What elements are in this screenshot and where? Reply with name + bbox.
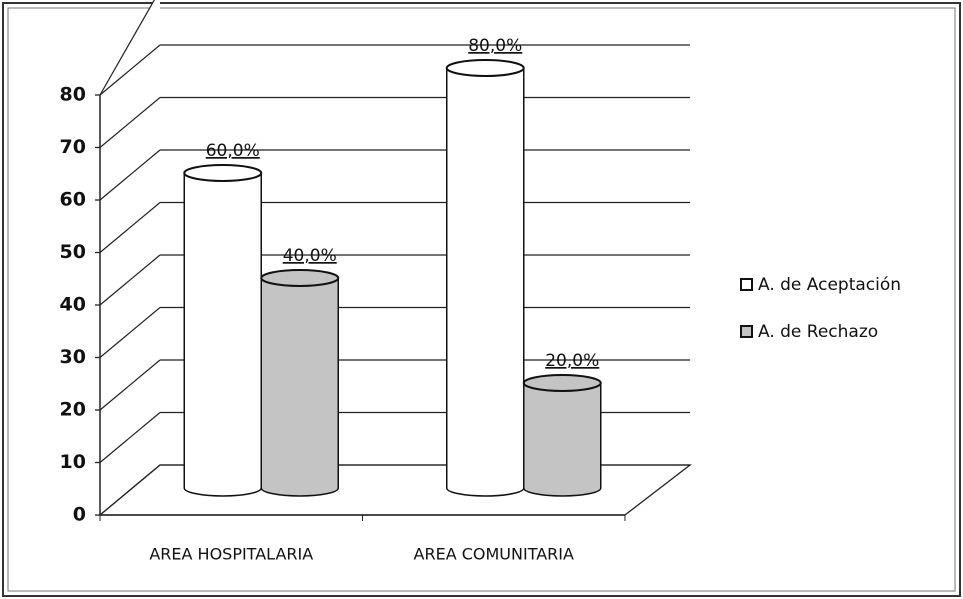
- frame-inner: [7, 7, 956, 592]
- y-tick-label: 80: [60, 84, 86, 106]
- x-tick-label: AREA COMUNITARIA: [414, 545, 574, 564]
- legend-swatch: [740, 278, 753, 291]
- grid-line-side: [99, 359, 161, 411]
- legend-swatch: [740, 325, 753, 338]
- cylinder: [523, 382, 602, 497]
- y-tick-label: 30: [60, 346, 86, 368]
- cylinder-top: [183, 164, 263, 182]
- y-tick-label: 10: [60, 451, 86, 473]
- grid-line-side: [99, 44, 161, 96]
- cylinder: [260, 277, 339, 497]
- grid-line-side: [99, 412, 161, 463]
- value-label: 40,0%: [283, 246, 337, 266]
- grid-line-side: [99, 97, 161, 148]
- legend-label: A. de Aceptación: [758, 275, 901, 295]
- cylinder-top: [522, 374, 602, 392]
- plot-area: 0 10 20 30 40 50 60 70 80 AREA HOSPITALARIA 60,0% 4…: [60, 0, 901, 564]
- grid-line-side: [99, 464, 161, 516]
- y-tick-label: 70: [60, 136, 86, 158]
- cylinder: [183, 172, 262, 497]
- side-top: [99, 0, 155, 96]
- cylinder: [446, 67, 525, 497]
- grid-line-side: [99, 202, 161, 253]
- grid-line-side: [99, 254, 161, 306]
- y-tick-label: 60: [60, 189, 86, 211]
- value-label: 20,0%: [545, 351, 599, 371]
- y-tick-label: 20: [60, 399, 86, 421]
- legend-label: A. de Rechazo: [758, 322, 878, 342]
- cylinder-top: [445, 59, 525, 77]
- y-tick-label: 50: [60, 241, 86, 263]
- value-label: 80,0%: [468, 36, 522, 56]
- x-tick-label: AREA HOSPITALARIA: [149, 545, 313, 564]
- cylinder-top: [260, 269, 340, 287]
- y-tick-label: 0: [73, 504, 86, 526]
- side-wall: [100, 0, 160, 515]
- y-tick-label: 40: [60, 294, 86, 316]
- grid-line-side: [99, 307, 161, 358]
- grid-line-side: [99, 149, 161, 201]
- value-label: 60,0%: [206, 141, 260, 161]
